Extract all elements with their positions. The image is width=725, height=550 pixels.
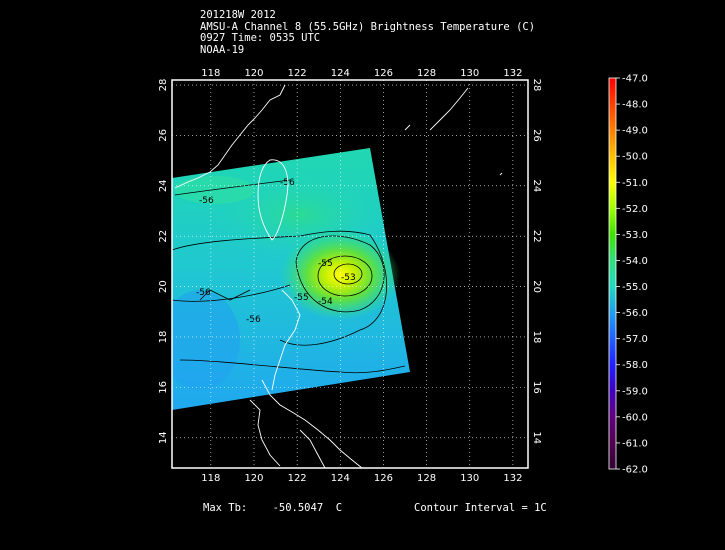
longitude-tick-label: 124 xyxy=(331,473,350,484)
latitude-tick-label: 24 xyxy=(158,179,169,192)
colorbar-label: -53.0 xyxy=(622,230,648,241)
latitude-tick-label: 22 xyxy=(531,230,542,243)
latitude-tick-label: 20 xyxy=(531,280,542,293)
max-tb-label: Max Tb: xyxy=(203,502,248,514)
longitude-tick-label: 132 xyxy=(503,473,522,484)
colorbar-label: -58.0 xyxy=(622,360,648,371)
contour-label: -56 xyxy=(246,315,261,325)
colorbar-label: -52.0 xyxy=(622,204,648,215)
colorbar: -47.0 -48.0 -49.0 -50.0 -51.0 -52.0 -53.0 -54.0… xyxy=(608,74,648,476)
colorbar-label: -50.0 xyxy=(622,152,648,163)
longitude-tick-label: 118 xyxy=(201,473,220,484)
latitude-tick-label: 16 xyxy=(158,381,169,394)
latitude-tick-label: 24 xyxy=(531,179,542,192)
latitude-tick-label: 26 xyxy=(158,129,169,142)
coastlines xyxy=(174,84,503,468)
colorbar-label: -62.0 xyxy=(622,465,648,476)
colorbar-label: -47.0 xyxy=(622,74,648,85)
colorbar-label: -60.0 xyxy=(622,412,648,423)
colorbar-label: -56.0 xyxy=(622,308,648,319)
longitude-tick-label: 126 xyxy=(374,68,393,79)
latitude-tick-label: 22 xyxy=(158,230,169,243)
longitude-tick-label: 130 xyxy=(460,68,479,79)
map-header: 201218W 2012 AMSU-A Channel 8 (55.5GHz) … xyxy=(200,9,536,56)
max-tb-unit: C xyxy=(335,502,343,514)
colorbar-label: -51.0 xyxy=(622,178,648,189)
contour-label: -56 xyxy=(196,288,211,298)
longitude-tick-label: 128 xyxy=(417,473,436,484)
longitude-tick-label: 120 xyxy=(244,473,263,484)
satellite-name: NOAA-19 xyxy=(200,43,245,56)
contour-interval: Contour Interval = 1C xyxy=(414,502,547,514)
axis-ticks: 118 118 120 120 122 122 124 124 126 126 128 128 130 1… xyxy=(158,68,542,484)
contour-label: -53 xyxy=(341,273,356,283)
contour-label: -55 xyxy=(294,293,309,303)
longitude-tick-label: 122 xyxy=(288,68,307,79)
colorbar-label: -54.0 xyxy=(622,256,648,267)
longitude-tick-label: 130 xyxy=(460,473,479,484)
longitude-tick-label: 132 xyxy=(503,68,522,79)
colorbar-label: -55.0 xyxy=(622,282,648,293)
longitude-tick-label: 118 xyxy=(201,68,220,79)
colorbar-label: -61.0 xyxy=(622,438,648,449)
product-title: AMSU-A Channel 8 (55.5GHz) Brightness Te… xyxy=(200,20,536,33)
data-swath: -56 -55 -55 -54 -56 -56 -56 -53 xyxy=(172,148,410,410)
longitude-tick-label: 124 xyxy=(331,68,350,79)
latitude-tick-label: 14 xyxy=(158,431,169,444)
date-time: 0927 Time: 0535 UTC xyxy=(200,32,321,44)
storm-id-year: 201218W 2012 xyxy=(200,9,276,21)
max-tb-value: -50.5047 xyxy=(272,502,324,514)
colorbar-label: -49.0 xyxy=(622,126,648,137)
graticule xyxy=(172,80,528,468)
latitude-tick-label: 28 xyxy=(531,79,542,92)
longitude-tick-label: 122 xyxy=(288,473,307,484)
latitude-tick-label: 16 xyxy=(531,381,542,394)
longitude-tick-label: 128 xyxy=(417,68,436,79)
colorbar-label: -57.0 xyxy=(622,334,648,345)
latitude-tick-label: 26 xyxy=(531,129,542,142)
contour-label: -55 xyxy=(318,259,333,269)
latitude-tick-label: 18 xyxy=(531,331,542,344)
colorbar-strip xyxy=(608,77,617,470)
max-tb-readout: Max Tb: -50.5047 C xyxy=(203,502,342,514)
latitude-tick-label: 20 xyxy=(158,280,169,293)
contour-label: -54 xyxy=(318,297,333,307)
longitude-tick-label: 126 xyxy=(374,473,393,484)
map-frame xyxy=(171,79,529,469)
colorbar-label: -48.0 xyxy=(622,100,648,111)
longitude-tick-label: 120 xyxy=(244,68,263,79)
contour-label: -56 xyxy=(199,196,214,206)
latitude-tick-label: 18 xyxy=(158,331,169,344)
latitude-tick-label: 28 xyxy=(158,79,169,92)
latitude-tick-label: 14 xyxy=(531,431,542,444)
colorbar-label: -59.0 xyxy=(622,386,648,397)
